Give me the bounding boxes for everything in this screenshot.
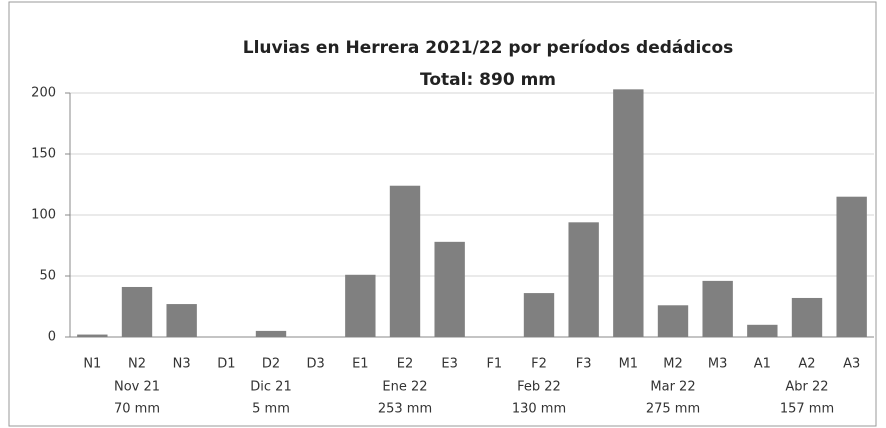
- x-tick-label: N3: [173, 357, 191, 372]
- bar: [657, 305, 689, 337]
- bar: [791, 297, 823, 337]
- x-tick-label: D2: [262, 357, 280, 372]
- x-tick-label: F2: [531, 357, 547, 372]
- group-total: 253 mm: [378, 402, 432, 417]
- x-tick-label: A1: [754, 357, 771, 372]
- group-label: Ene 22: [382, 380, 427, 395]
- x-tick-label: A3: [843, 357, 860, 372]
- bar: [434, 241, 465, 337]
- y-tick-label: 150: [31, 147, 56, 162]
- group-total: 70 mm: [114, 402, 160, 417]
- group-total: 275 mm: [646, 402, 700, 417]
- bar: [77, 334, 108, 337]
- x-tick-label: M1: [619, 357, 639, 372]
- x-tick-label: N1: [83, 357, 101, 372]
- bar: [345, 274, 376, 337]
- x-tick-label: N2: [128, 357, 146, 372]
- group-label: Abr 22: [785, 380, 828, 395]
- bar: [613, 89, 644, 337]
- chart-frame: [8, 1, 877, 427]
- x-tick-label: F3: [576, 357, 592, 372]
- bar: [121, 286, 153, 337]
- x-tick-label: E2: [397, 357, 414, 372]
- x-tick-label: E1: [352, 357, 369, 372]
- x-tick-label: D3: [307, 357, 325, 372]
- group-label: Mar 22: [650, 380, 695, 395]
- x-tick-label: M2: [663, 357, 683, 372]
- group-label: Feb 22: [517, 380, 561, 395]
- x-tick-label: M3: [708, 357, 728, 372]
- group-total: 130 mm: [512, 402, 566, 417]
- bar: [747, 324, 778, 337]
- bar: [568, 222, 599, 337]
- group-total: 157 mm: [780, 402, 834, 417]
- y-tick-label: 200: [31, 86, 56, 101]
- bar: [523, 293, 555, 337]
- bar: [255, 330, 287, 337]
- group-label: Nov 21: [114, 380, 160, 395]
- bar: [836, 196, 867, 337]
- bar: [166, 304, 197, 337]
- x-tick-label: E3: [441, 357, 458, 372]
- bar: [702, 280, 733, 337]
- group-label: Dic 21: [250, 380, 291, 395]
- x-tick-label: A2: [798, 357, 815, 372]
- x-tick-label: F1: [486, 357, 502, 372]
- chart-title: Lluvias en Herrera 2021/22 por períodos …: [243, 38, 734, 58]
- bar: [389, 185, 421, 337]
- y-tick-label: 100: [31, 208, 56, 223]
- x-tick-label: D1: [217, 357, 235, 372]
- group-total: 5 mm: [252, 402, 290, 417]
- y-tick-label: 50: [39, 269, 56, 284]
- chart-subtitle: Total: 890 mm: [420, 70, 556, 90]
- y-tick-label: 0: [48, 330, 56, 345]
